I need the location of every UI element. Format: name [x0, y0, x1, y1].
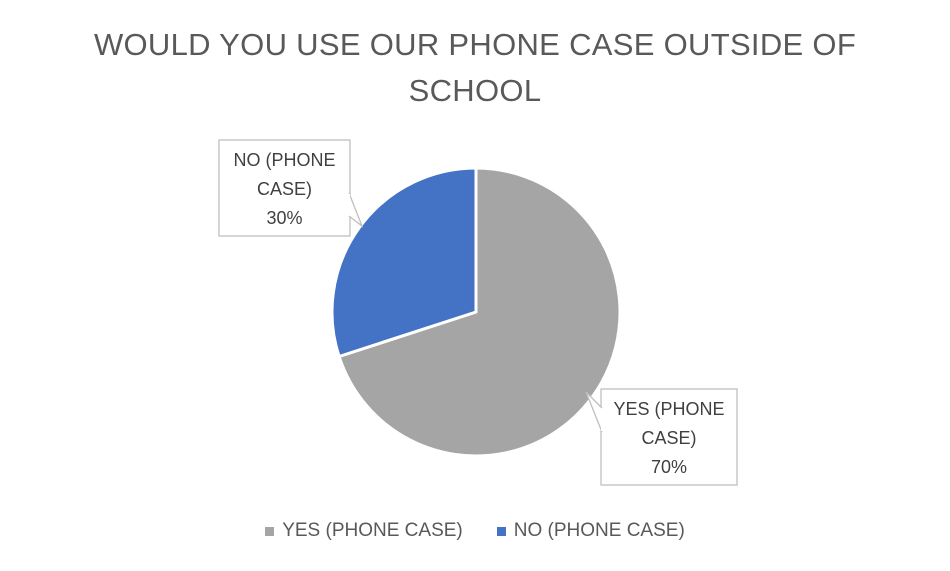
legend-item-no: NO (PHONE CASE) [496, 520, 685, 542]
callout-yes-box [600, 388, 738, 486]
callout-no: NO (PHONE CASE) 30% [218, 139, 364, 237]
legend-label-yes: YES (PHONE CASE) [282, 520, 463, 541]
callout-yes-label-line: 70% [651, 457, 687, 477]
callout-no-label-line: CASE) [257, 179, 312, 199]
pie-slice-yes [337, 166, 622, 458]
pie-slice-no [330, 166, 478, 358]
callout-yes-label-line: CASE) [641, 428, 696, 448]
legend-label-no: NO (PHONE CASE) [513, 520, 685, 541]
legend-swatch-yes [265, 526, 275, 536]
callout-yes-pointer [585, 391, 603, 433]
callout-no-label-line: NO (PHONE [233, 150, 335, 170]
legend-swatch-no [496, 526, 506, 536]
callout-no-pointer [348, 192, 364, 228]
legend: YES (PHONE CASE) NO (PHONE CASE) [0, 520, 950, 542]
chart-title: WOULD YOU USE OUR PHONE CASE OUTSIDE OF … [93, 27, 857, 108]
callout-no-label-line: 30% [266, 208, 302, 228]
callout-yes: YES (PHONE CASE) 70% [585, 388, 738, 486]
callout-yes-label-line: YES (PHONE [613, 399, 724, 419]
legend-item-yes: YES (PHONE CASE) [265, 520, 463, 542]
callout-no-box [218, 139, 351, 237]
